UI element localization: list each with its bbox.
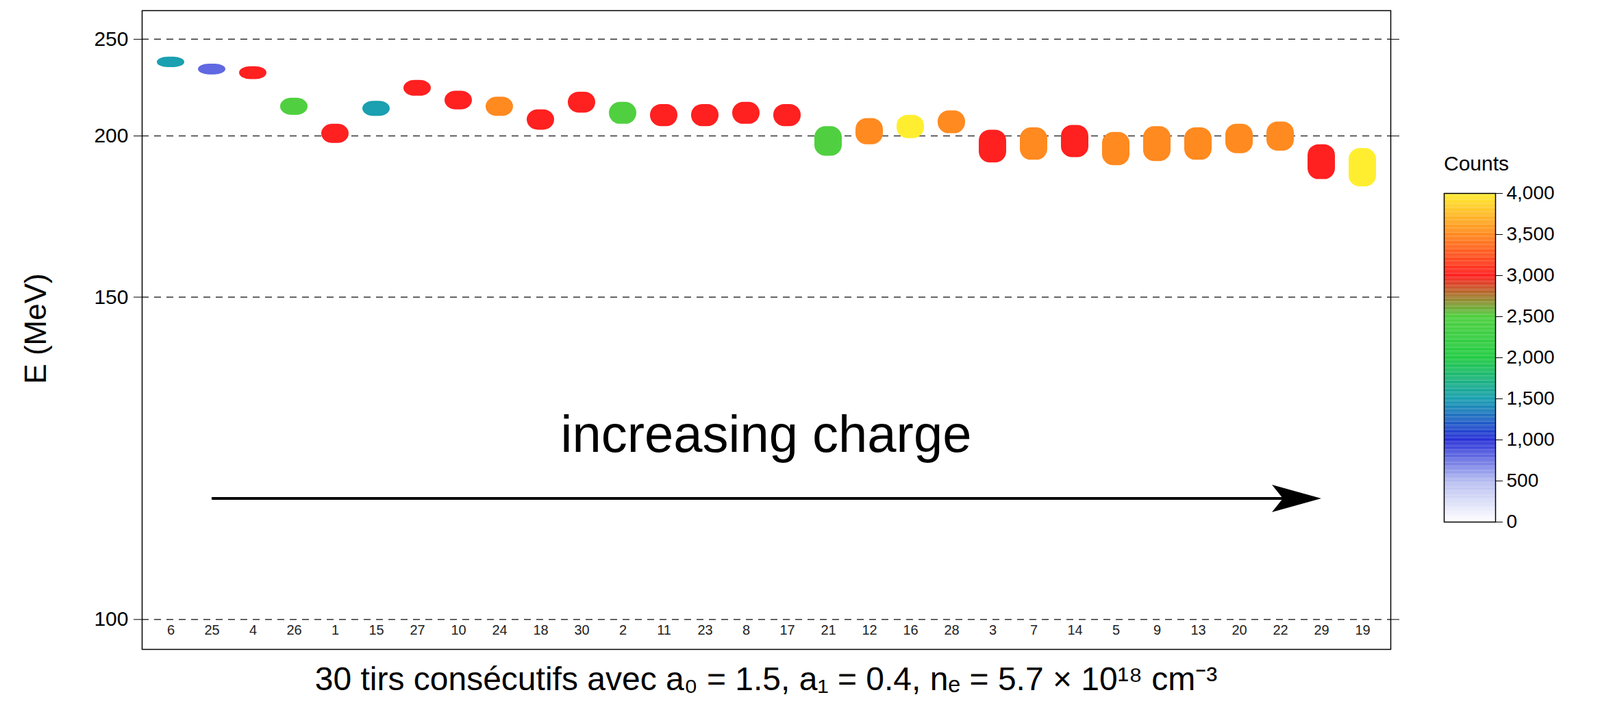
svg-text:5: 5 [1112, 622, 1120, 638]
svg-text:1,500: 1,500 [1506, 387, 1555, 409]
svg-text:6: 6 [167, 622, 175, 638]
html-text:E (MeV): E (MeV) [18, 273, 53, 385]
svg-text:2,000: 2,000 [1506, 346, 1555, 368]
svg-text:4: 4 [249, 622, 257, 638]
svg-text:20: 20 [1231, 622, 1247, 638]
svg-text:7: 7 [1030, 622, 1038, 638]
svg-text:500: 500 [1506, 469, 1540, 492]
svg-text:19: 19 [1354, 622, 1370, 638]
svg-text:30: 30 [573, 622, 590, 638]
svg-text:12: 12 [861, 622, 877, 638]
svg-text:17: 17 [779, 622, 795, 638]
svg-text:10: 10 [450, 622, 466, 638]
svg-text:25: 25 [204, 622, 220, 638]
html-text:Counts: Counts [1443, 152, 1509, 175]
svg-text:28: 28 [943, 622, 959, 638]
svg-text:1,000: 1,000 [1506, 428, 1555, 450]
svg-text:3: 3 [989, 622, 997, 638]
svg-text:2: 2 [619, 622, 627, 638]
svg-text:100: 100 [93, 607, 129, 631]
svg-text:24: 24 [491, 622, 507, 638]
svg-text:3,000: 3,000 [1506, 264, 1555, 286]
svg-text:200: 200 [93, 123, 129, 147]
svg-text:27: 27 [409, 622, 425, 638]
svg-text:26: 26 [286, 622, 302, 638]
svg-text:16: 16 [902, 622, 918, 638]
svg-text:150: 150 [93, 285, 129, 309]
svg-text:1: 1 [331, 622, 340, 638]
svg-text:15: 15 [368, 622, 384, 638]
svg-text:8: 8 [742, 622, 750, 638]
svg-text:21: 21 [820, 622, 836, 638]
svg-text:13: 13 [1190, 622, 1206, 638]
svg-text:9: 9 [1153, 622, 1161, 638]
svg-text:3,500: 3,500 [1506, 223, 1555, 245]
svg-text:29: 29 [1313, 622, 1329, 638]
svg-text:increasing charge: increasing charge [560, 404, 972, 464]
svg-text:22: 22 [1272, 622, 1288, 638]
svg-text:2,500: 2,500 [1506, 305, 1555, 327]
html-text:30 tirs consécutifs avec a₀ =: 30 tirs consécutifs avec a₀ = 1.5, a₁ = … [314, 660, 1218, 698]
svg-text:14: 14 [1067, 622, 1083, 638]
svg-text:23: 23 [697, 622, 713, 638]
svg-text:4,000: 4,000 [1506, 182, 1555, 204]
svg-text:250: 250 [93, 27, 129, 50]
svg-text:11: 11 [656, 622, 672, 638]
svg-text:0: 0 [1506, 510, 1518, 533]
svg-text:18: 18 [532, 622, 548, 638]
